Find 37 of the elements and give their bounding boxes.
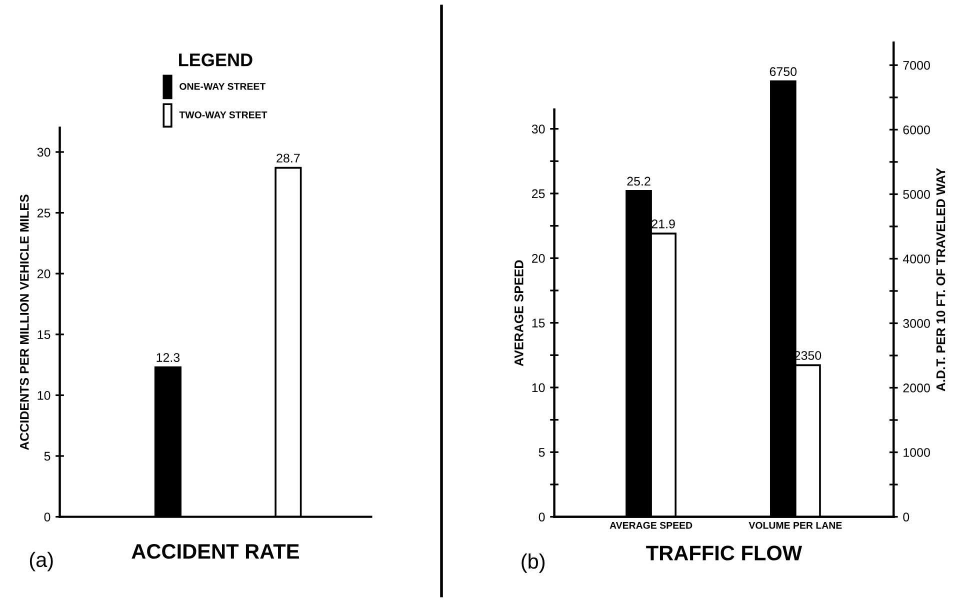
y-tick-label: 15 <box>532 318 545 328</box>
y-tick-label: 25 <box>37 208 50 218</box>
text: TRAFFIC FLOW <box>646 546 802 560</box>
y-tick-label: 0 <box>44 512 50 522</box>
y-tick-label: 10 <box>532 383 545 392</box>
data-label: 6750 <box>770 67 797 76</box>
y-tick-label: 5 <box>538 448 545 457</box>
y2-tick-label: 2000 <box>903 384 930 392</box>
data-label: 12.3 <box>156 353 180 362</box>
text: ACCIDENT RATE <box>132 544 299 559</box>
y-axis-title: ACCIDENTS PER MILLION VEHICLE MILES <box>20 194 29 450</box>
y2-tick-label: 6000 <box>903 125 930 134</box>
y-tick-label: 25 <box>532 189 545 198</box>
y2-tick-label: 0 <box>903 512 910 522</box>
data-label: 28.7 <box>276 154 300 163</box>
y2-tick-label: 1000 <box>904 448 930 457</box>
y2-tick-label: 5000 <box>903 190 930 199</box>
y-tick-label: 30 <box>532 124 545 134</box>
data-label: 25.2 <box>627 176 650 186</box>
y2-axis-title: A.D.T. PER 10 FT. OF TRAVELED WAY <box>936 168 946 392</box>
y2-tick-label: 4000 <box>902 254 930 264</box>
y-tick-label: 5 <box>44 452 50 461</box>
y-axis-title: AVERAGE SPEED <box>514 260 524 366</box>
y2-tick-label: 7000 <box>903 60 930 70</box>
y2-tick-label: 3000 <box>903 319 930 328</box>
y-tick-label: 20 <box>532 254 545 263</box>
y-tick-label: 0 <box>538 512 545 522</box>
y-tick-label: 30 <box>37 148 50 157</box>
text: (a) <box>30 552 53 572</box>
text: (b) <box>522 553 545 573</box>
legend-label: TWO-WAY STREET <box>179 111 268 118</box>
x-tick-label: VOLUME PER LANE <box>748 522 842 529</box>
legend-label: ONE-WAY STREET <box>180 82 266 90</box>
y-tick-label: 15 <box>38 330 50 340</box>
y-tick-label: 20 <box>37 269 50 278</box>
legend-title: LEGEND <box>179 53 252 66</box>
y-tick-label: 10 <box>38 391 50 400</box>
